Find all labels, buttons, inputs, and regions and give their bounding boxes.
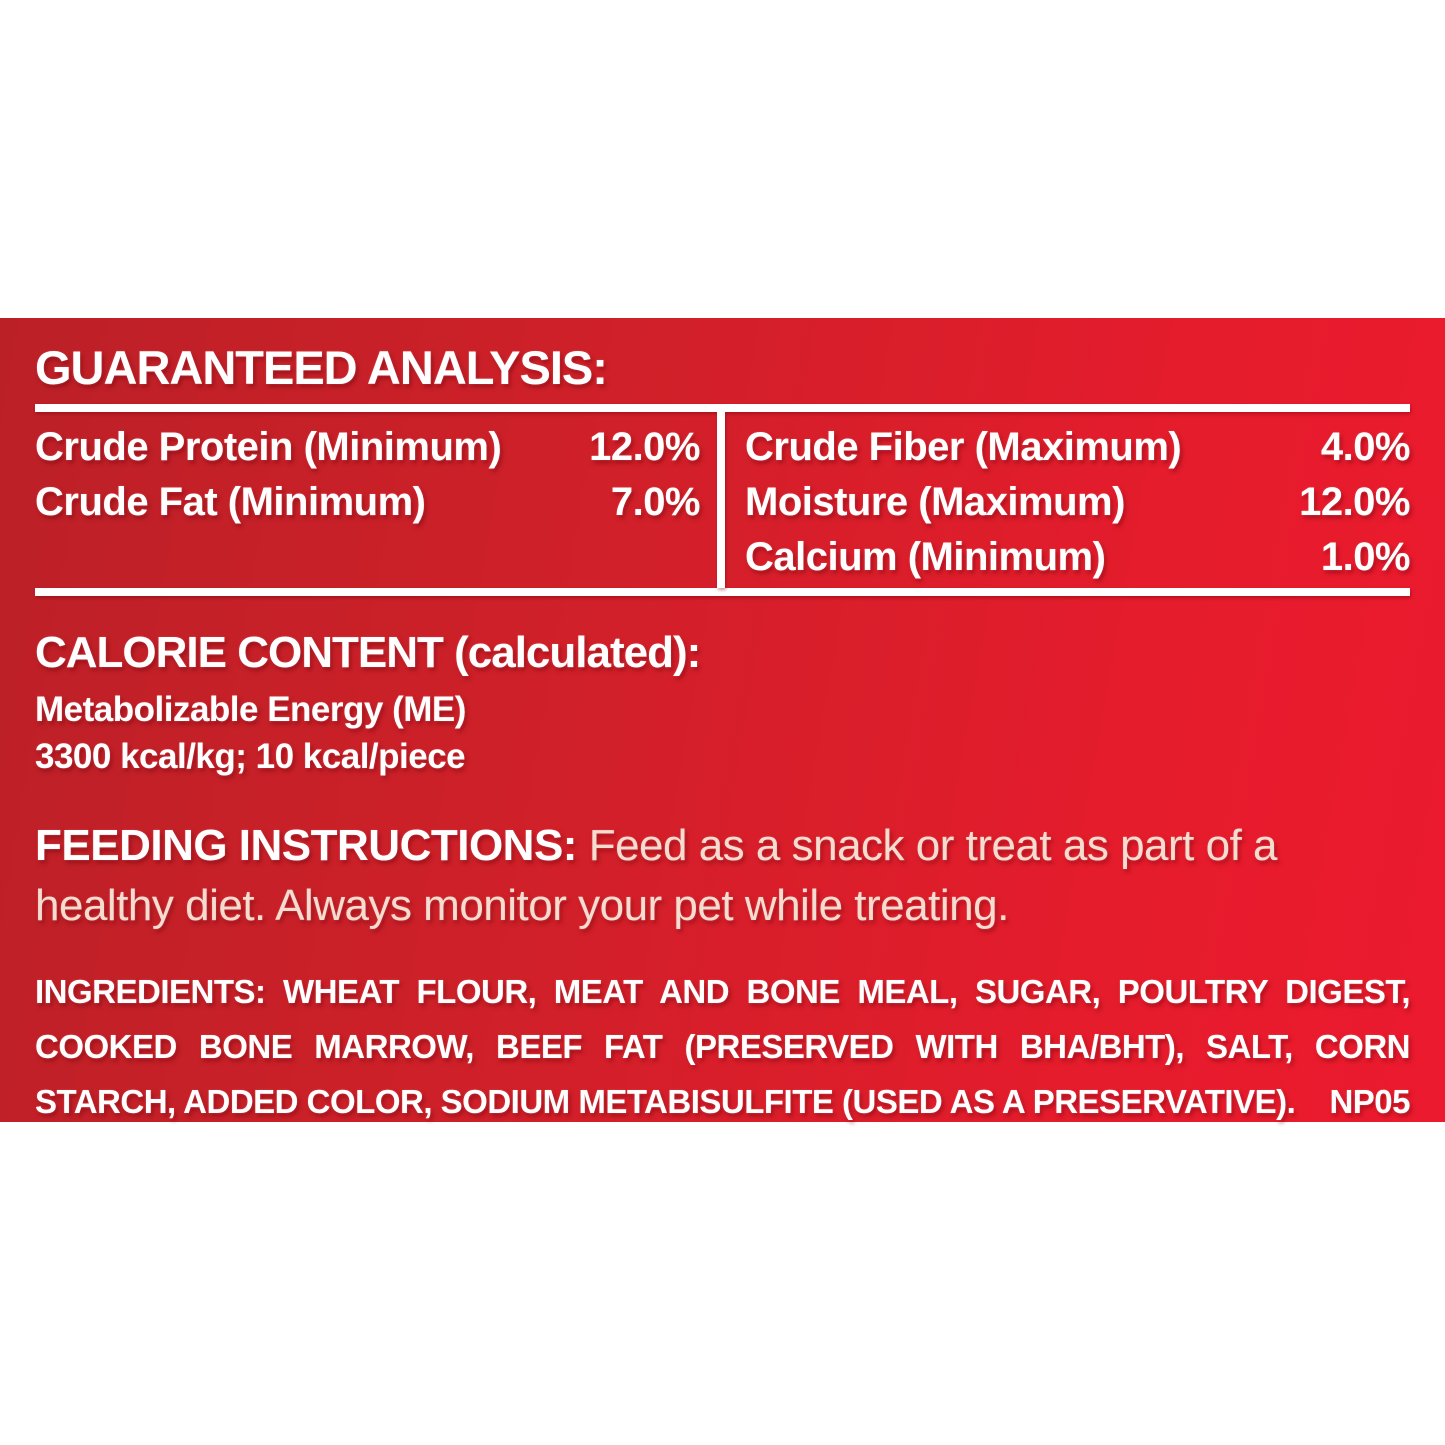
analysis-label: Moisture (Maximum) [745, 479, 1125, 524]
ingredients-section: INGREDIENTS: WHEAT FLOUR, MEAT AND BONE … [35, 964, 1411, 1129]
analysis-row: Moisture (Maximum) 12.0% [745, 475, 1410, 530]
analysis-label: Crude Protein (Minimum) [35, 424, 502, 469]
analysis-value: 1.0% [1320, 534, 1411, 579]
analysis-label: Calcium (Minimum) [745, 534, 1106, 579]
calorie-content-heading: CALORIE CONTENT (calculated): [35, 627, 701, 677]
feeding-instructions-heading: FEEDING INSTRUCTIONS: [35, 821, 577, 871]
guaranteed-analysis-table: Crude Protein (Minimum) 12.0% Crude Fat … [35, 411, 1411, 588]
feeding-instructions-section: FEEDING INSTRUCTIONS: Feed as a snack or… [35, 816, 1410, 936]
analysis-label: Crude Fat (Minimum) [35, 479, 426, 524]
product-code: NP05 [1329, 1083, 1410, 1121]
analysis-row: Crude Fat (Minimum) 7.0% [35, 475, 701, 530]
kcal-values-line: 3300 kcal/kg; 10 kcal/piece [35, 737, 466, 777]
analysis-value: 7.0% [610, 479, 701, 524]
horizontal-rule-top [35, 403, 1410, 412]
ingredients-heading: INGREDIENTS: [35, 973, 266, 1011]
vertical-divider [717, 411, 725, 588]
feeding-instructions-text: Feed as a snack or treat as part of a he… [35, 821, 1278, 931]
analysis-row: Calcium (Minimum) 1.0% [745, 530, 1411, 585]
calorie-content-section: CALORIE CONTENT (calculated): Metaboliza… [35, 628, 1410, 781]
analysis-column-right: Crude Fiber (Maximum) 4.0% Moisture (Max… [745, 420, 1411, 588]
analysis-row: Crude Protein (Minimum) 12.0% [35, 420, 700, 475]
analysis-row: Crude Fiber (Maximum) 4.0% [745, 420, 1411, 475]
horizontal-rule-bottom [35, 587, 1410, 596]
nutrition-label-panel: GUARANTEED ANALYSIS: Crude Protein (Mini… [0, 318, 1445, 1122]
guaranteed-analysis-heading: GUARANTEED ANALYSIS: [35, 341, 608, 394]
analysis-value: 12.0% [589, 424, 700, 469]
analysis-value: 4.0% [1320, 424, 1411, 469]
analysis-value: 12.0% [1299, 479, 1410, 524]
analysis-label: Crude Fiber (Maximum) [745, 424, 1182, 469]
metabolizable-energy-line: Metabolizable Energy (ME) [35, 690, 466, 730]
analysis-column-left: Crude Protein (Minimum) 12.0% Crude Fat … [35, 420, 701, 588]
ingredients-text: WHEAT FLOUR, MEAT AND BONE MEAL, SUGAR, … [35, 973, 1411, 1121]
